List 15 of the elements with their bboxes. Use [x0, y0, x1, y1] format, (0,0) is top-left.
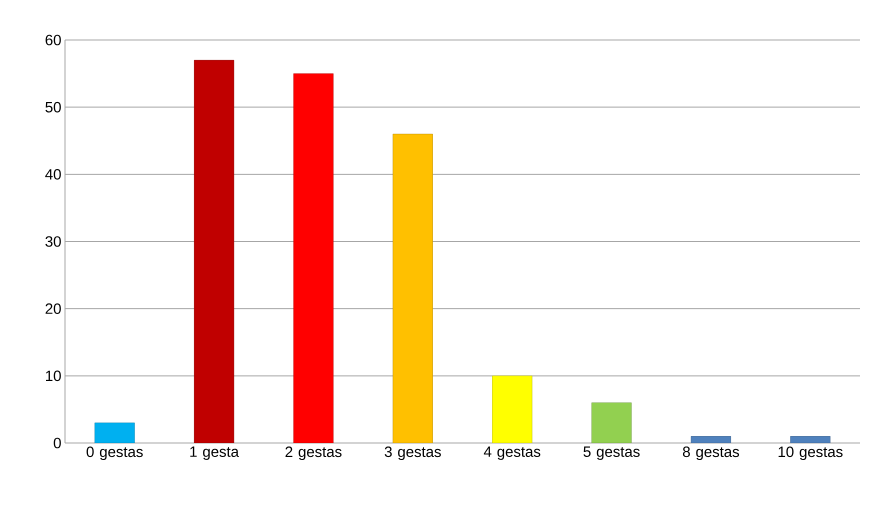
- y-tick-label: 50: [45, 102, 61, 112]
- x-tick-label: 1 gesta: [190, 446, 239, 460]
- y-tick-label: 20: [46, 303, 61, 314]
- x-tick-label: 3 gestas: [384, 446, 441, 460]
- x-tick-label: 4 gestas: [484, 446, 540, 460]
- y-tick-label: 0: [54, 438, 61, 448]
- y-tick-label: 60: [46, 34, 61, 46]
- x-tick-label: 10 gestas: [778, 446, 843, 460]
- y-tick-label: 10: [46, 370, 61, 382]
- x-tick-label: 0 gestas: [86, 446, 143, 460]
- x-tick-label: 2 gestas: [286, 446, 342, 460]
- x-tick-label: 8 gestas: [682, 446, 740, 460]
- x-tick-label: 5 gestas: [584, 446, 640, 460]
- y-tick-label: 30: [45, 236, 61, 247]
- y-tick-label: 40: [45, 169, 61, 180]
